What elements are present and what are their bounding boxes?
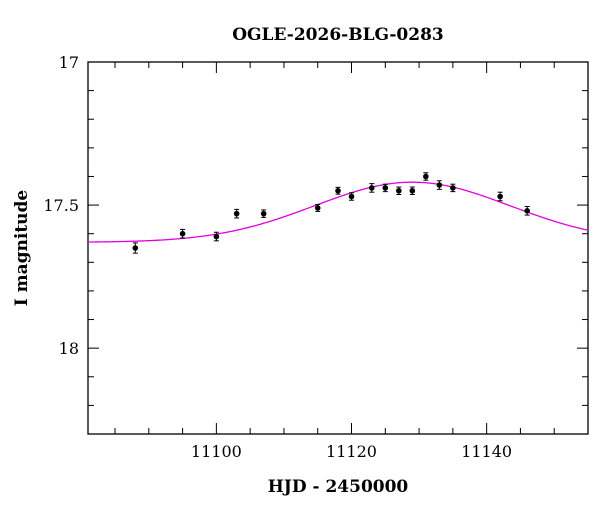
data-point: [382, 183, 389, 193]
x-tick-label: 11100: [191, 442, 242, 461]
data-point-marker: [368, 185, 375, 191]
data-point: [450, 183, 456, 193]
x-axis-label: HJD - 2450000: [268, 477, 409, 497]
data-point-marker: [233, 210, 240, 217]
y-tick-label: 18: [59, 339, 79, 358]
data-point-marker: [409, 187, 416, 194]
tick-labels: 11100 11120 11140 17 17.5 18: [43, 53, 512, 461]
data-point: [132, 242, 139, 254]
data-point: [497, 191, 503, 202]
y-tick-label: 17.5: [43, 196, 79, 215]
data-point-marker: [335, 187, 341, 194]
data-point: [368, 183, 375, 193]
data-point: [348, 192, 355, 201]
data-point: [396, 186, 402, 195]
data-point: [423, 172, 429, 181]
data-point-marker: [213, 233, 220, 240]
data-point-marker: [132, 245, 139, 251]
data-point: [335, 186, 341, 195]
data-point-marker: [382, 185, 389, 191]
plot-border: [87, 61, 589, 435]
data-point: [409, 186, 416, 195]
data-point: [179, 228, 186, 239]
plot-frame: [87, 61, 589, 435]
axis-ticks: [88, 61, 589, 435]
data-point: [314, 204, 321, 212]
y-axis-label: I magnitude: [12, 190, 32, 307]
data-point-marker: [260, 210, 267, 217]
y-tick-label: 17: [59, 53, 79, 72]
data-point-marker: [450, 185, 456, 191]
data-point-marker: [314, 205, 321, 211]
x-tick-label: 11140: [461, 442, 512, 461]
data-point: [436, 180, 443, 190]
model-curve: [88, 181, 588, 243]
data-point-marker: [524, 208, 530, 214]
model-curve-group: [88, 181, 588, 243]
data-point: [213, 231, 220, 242]
data-point: [524, 206, 530, 216]
data-point-marker: [423, 173, 429, 180]
data-point-marker: [348, 193, 355, 200]
data-point-marker: [179, 230, 186, 237]
data-point: [233, 208, 240, 219]
data-point: [260, 209, 267, 218]
data-points-group: [132, 172, 530, 254]
data-point-marker: [497, 193, 503, 200]
chart-title: OGLE-2026-BLG-0283: [232, 25, 444, 45]
data-point-marker: [436, 182, 443, 188]
data-point-marker: [396, 187, 402, 194]
x-tick-label: 11120: [326, 442, 377, 461]
